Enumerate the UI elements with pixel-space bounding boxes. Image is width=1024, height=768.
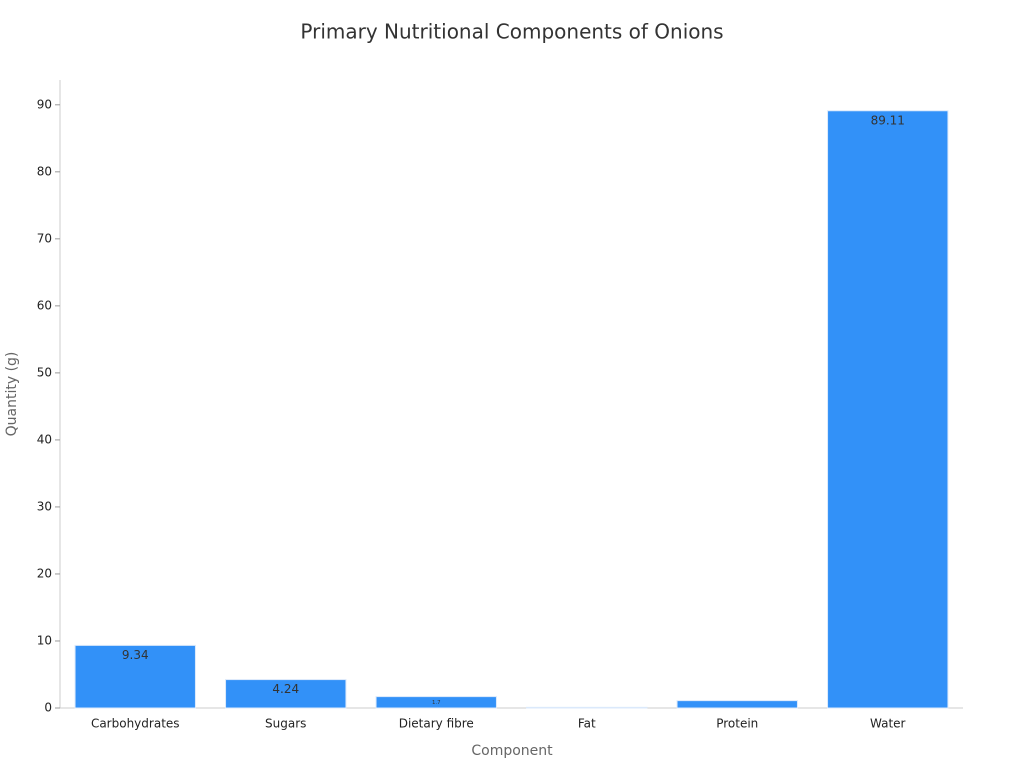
x-tick-label: Carbohydrates (91, 717, 180, 731)
y-tick-label: 60 (37, 298, 52, 312)
bar (375, 696, 497, 709)
y-tick-label: 80 (37, 164, 52, 178)
bar (526, 706, 648, 709)
y-tick-label: 20 (37, 566, 52, 580)
y-axis-title: Quantity (g) (4, 352, 20, 437)
x-tick-label: Fat (578, 717, 596, 731)
y-tick-label: 40 (37, 432, 52, 446)
x-tick-label: Sugars (265, 717, 306, 731)
chart-title: Primary Nutritional Components of Onions (300, 20, 723, 44)
y-tick-label: 90 (37, 97, 52, 111)
y-tick-label: 30 (37, 499, 52, 513)
value-label: 1.7 (432, 700, 441, 706)
y-tick-label: 10 (37, 633, 52, 647)
y-tick-label: 70 (37, 231, 52, 245)
y-tick-label: 50 (37, 365, 52, 379)
x-axis-title: Component (471, 743, 553, 759)
x-tick-label: Water (870, 717, 906, 731)
bar (676, 700, 798, 709)
x-tick-label: Protein (716, 717, 758, 731)
value-label: 89.11 (871, 113, 905, 127)
y-tick-label: 0 (44, 701, 52, 715)
value-label: 4.24 (272, 682, 299, 696)
bar (225, 679, 347, 709)
value-label: 9.34 (122, 648, 149, 662)
x-tick-label: Dietary fibre (399, 717, 474, 731)
bar (74, 644, 196, 709)
bar (827, 110, 949, 709)
